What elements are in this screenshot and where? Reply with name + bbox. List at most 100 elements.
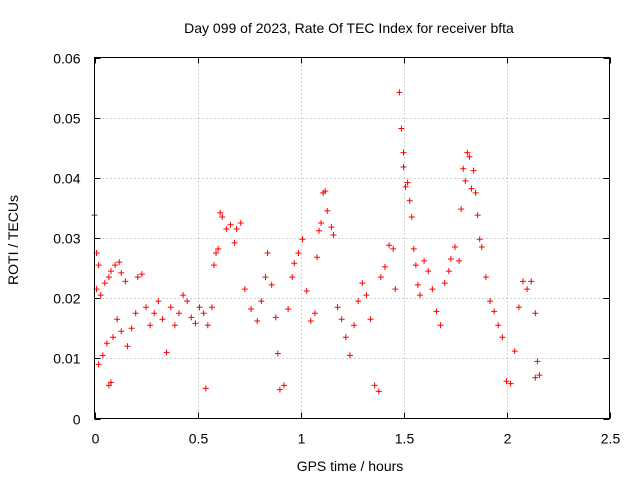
data-point	[375, 388, 382, 395]
data-point	[262, 274, 269, 281]
data-point	[334, 304, 341, 311]
data-point	[143, 304, 149, 311]
data-point	[231, 239, 238, 246]
data-point	[472, 189, 479, 196]
data-point	[200, 310, 207, 317]
data-point	[396, 89, 403, 96]
data-point	[233, 225, 240, 232]
data-point	[515, 304, 522, 311]
data-point	[464, 149, 471, 156]
data-point	[107, 379, 114, 386]
data-point	[227, 221, 234, 228]
data-point	[402, 183, 409, 190]
data-point	[237, 219, 244, 226]
y-tick-label: 0	[73, 412, 81, 428]
data-point	[151, 310, 158, 317]
data-point	[110, 334, 117, 341]
data-point	[441, 280, 448, 287]
data-point	[116, 259, 123, 266]
data-point	[468, 185, 475, 192]
data-point	[511, 348, 518, 355]
data-point	[208, 304, 215, 311]
data-point	[499, 334, 506, 341]
data-point	[390, 245, 397, 252]
data-point	[400, 164, 407, 171]
data-point	[342, 334, 349, 341]
data-point	[462, 177, 469, 184]
data-point	[134, 274, 141, 281]
data-point	[377, 274, 384, 281]
data-point	[316, 227, 323, 234]
data-point	[196, 304, 203, 311]
plot-frame	[94, 57, 610, 419]
y-tick-label: 0.03	[53, 231, 80, 247]
data-point	[381, 263, 388, 270]
y-tick-label: 0.01	[53, 351, 80, 367]
data-point	[99, 352, 106, 359]
data-point	[124, 343, 131, 350]
data-point	[503, 378, 510, 385]
chart-title: Day 099 of 2023, Rate Of TEC Index for r…	[184, 20, 514, 36]
data-point	[322, 188, 329, 195]
data-point	[466, 153, 473, 160]
data-point	[112, 262, 119, 269]
data-point	[351, 322, 358, 329]
x-tick-label: 1.5	[395, 431, 415, 447]
data-point	[128, 325, 135, 332]
data-point	[318, 219, 325, 226]
data-point	[289, 274, 296, 281]
data-point	[223, 225, 230, 232]
data-point	[429, 286, 436, 293]
data-point	[528, 278, 535, 285]
data-point	[363, 292, 370, 299]
data-point	[107, 268, 114, 275]
data-point	[470, 167, 477, 174]
data-point	[264, 250, 271, 257]
data-point	[171, 322, 178, 329]
data-point	[159, 316, 166, 323]
data-point	[519, 278, 526, 285]
data-point	[433, 308, 440, 315]
y-tick-label: 0.06	[53, 51, 80, 67]
data-point	[414, 281, 421, 288]
data-point	[299, 236, 306, 243]
data-point	[213, 250, 220, 257]
data-point	[155, 298, 162, 305]
data-point	[445, 268, 452, 275]
data-point	[476, 236, 483, 243]
data-point	[295, 250, 302, 257]
data-point	[204, 322, 211, 329]
data-point	[103, 340, 110, 347]
x-tick-label: 2	[504, 431, 512, 447]
data-point	[147, 322, 154, 329]
data-point	[114, 316, 121, 323]
data-point	[254, 318, 261, 325]
data-point	[404, 179, 411, 186]
data-point	[328, 224, 335, 231]
data-point	[248, 305, 255, 312]
y-axis-label: ROTI / TECUs	[5, 195, 21, 285]
data-point	[313, 254, 320, 261]
data-point	[452, 244, 458, 251]
data-point	[507, 380, 514, 387]
data-point	[202, 385, 209, 392]
x-tick-label: 1	[298, 431, 306, 447]
data-point	[406, 197, 413, 204]
x-tick-label: 0.5	[189, 431, 209, 447]
data-point	[184, 298, 191, 305]
data-point	[425, 268, 432, 275]
data-point	[95, 361, 102, 368]
data-point	[291, 260, 298, 267]
data-point	[421, 257, 428, 264]
data-point	[215, 245, 222, 252]
data-point	[532, 374, 539, 381]
data-point	[416, 292, 423, 299]
data-point	[307, 318, 314, 325]
data-point	[105, 382, 112, 389]
data-point	[285, 305, 292, 312]
data-point	[167, 304, 174, 311]
data-point	[101, 280, 108, 287]
data-point	[478, 244, 485, 251]
data-point	[400, 149, 407, 156]
